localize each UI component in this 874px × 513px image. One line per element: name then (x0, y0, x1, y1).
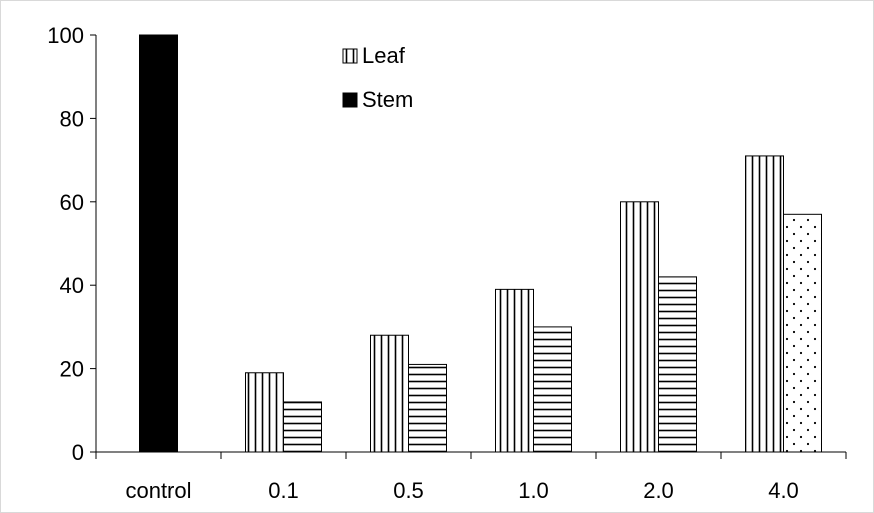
x-tick-label: 0.1 (268, 478, 299, 503)
bar-leaf-2.0 (620, 201, 659, 453)
bar-leaf-4.0 (745, 155, 784, 453)
y-tick-label: 0 (72, 440, 84, 465)
y-tick-label: 100 (47, 23, 84, 48)
y-tick-label: 80 (60, 106, 84, 131)
tick-labels: 0 20 40 60 80 100 control 0.1 0.5 1.0 2.0 4.0 (47, 23, 799, 503)
x-tick-label: 4.0 (768, 478, 799, 503)
bar-leaf-0.5 (370, 334, 409, 453)
bars (139, 34, 822, 453)
legend-label-stem: Stem (362, 87, 413, 112)
legend-label-leaf: Leaf (362, 43, 406, 68)
x-tick-label: 1.0 (518, 478, 549, 503)
y-tick-label: 20 (60, 357, 84, 382)
bar-stem-0.5 (408, 363, 447, 453)
legend-swatch-stem (342, 92, 358, 108)
legend-swatch-leaf (342, 48, 358, 64)
x-tick-label: 0.5 (393, 478, 424, 503)
bar-stem-control (139, 34, 178, 453)
bar-stem-1.0 (533, 326, 572, 453)
y-tick-label: 40 (60, 273, 84, 298)
legend: Leaf Stem (342, 43, 413, 112)
bar-stem-4.0 (783, 213, 822, 453)
bar-stem-0.1 (283, 401, 322, 453)
bar-leaf-1.0 (495, 288, 534, 453)
x-tick-label: control (125, 478, 191, 503)
bar-stem-2.0 (658, 276, 697, 453)
y-tick-label: 60 (60, 190, 84, 215)
x-tick-label: 2.0 (643, 478, 674, 503)
bar-leaf-0.1 (245, 372, 284, 453)
axes (90, 34, 847, 459)
